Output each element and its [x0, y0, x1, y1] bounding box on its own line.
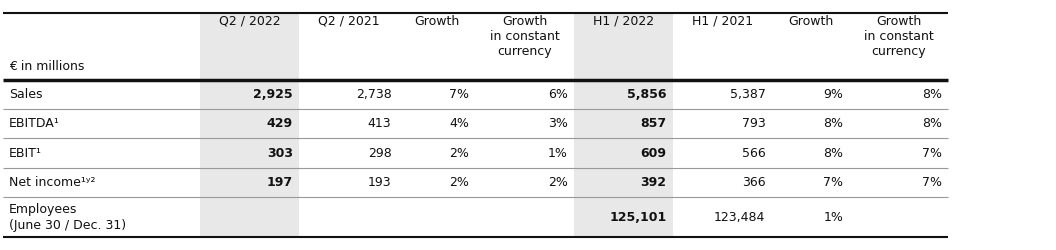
Text: 8%: 8% [823, 118, 843, 130]
Text: EBIT¹: EBIT¹ [10, 146, 42, 160]
Text: Net income¹ʸ²: Net income¹ʸ² [10, 176, 96, 189]
Text: Growth
in constant
currency: Growth in constant currency [490, 15, 560, 58]
Text: 2,925: 2,925 [253, 88, 293, 101]
Text: Growth
in constant
currency: Growth in constant currency [864, 15, 934, 58]
Text: Q2 / 2022: Q2 / 2022 [219, 15, 281, 28]
Text: 2,738: 2,738 [356, 88, 392, 101]
Text: 413: 413 [367, 118, 392, 130]
Text: 303: 303 [267, 146, 293, 160]
Text: 5,387: 5,387 [730, 88, 766, 101]
Text: Growth: Growth [414, 15, 459, 28]
Text: Employees
(June 30 / Dec. 31): Employees (June 30 / Dec. 31) [10, 203, 127, 232]
Text: H1 / 2021: H1 / 2021 [692, 15, 753, 28]
Text: 429: 429 [266, 118, 293, 130]
Text: 1%: 1% [548, 146, 568, 160]
Text: 3%: 3% [548, 118, 568, 130]
Text: Sales: Sales [10, 88, 42, 101]
Text: 8%: 8% [823, 146, 843, 160]
Text: EBITDA¹: EBITDA¹ [10, 118, 60, 130]
Text: 4%: 4% [449, 118, 469, 130]
Text: 5,856: 5,856 [627, 88, 666, 101]
Text: 609: 609 [641, 146, 666, 160]
Text: 298: 298 [367, 146, 392, 160]
Text: 566: 566 [741, 146, 766, 160]
Text: 1%: 1% [824, 211, 843, 224]
Bar [201, 12, 299, 237]
Text: 793: 793 [741, 118, 766, 130]
Text: 7%: 7% [922, 176, 942, 189]
Text: 7%: 7% [823, 176, 843, 189]
Text: 8%: 8% [922, 88, 942, 101]
Text: Q2 / 2021: Q2 / 2021 [318, 15, 379, 28]
Text: 366: 366 [741, 176, 766, 189]
Text: € in millions: € in millions [10, 60, 84, 73]
Text: 8%: 8% [922, 118, 942, 130]
Text: 6%: 6% [548, 88, 568, 101]
Text: 193: 193 [367, 176, 392, 189]
Text: 7%: 7% [922, 146, 942, 160]
Text: 7%: 7% [449, 88, 469, 101]
Text: H1 / 2022: H1 / 2022 [593, 15, 654, 28]
Text: Growth: Growth [788, 15, 833, 28]
Text: 2%: 2% [449, 176, 469, 189]
Text: 2%: 2% [548, 176, 568, 189]
Text: 9%: 9% [824, 88, 843, 101]
Bar [574, 12, 673, 237]
Text: 392: 392 [641, 176, 666, 189]
Text: 123,484: 123,484 [714, 211, 766, 224]
Text: 125,101: 125,101 [609, 211, 666, 224]
Text: 857: 857 [641, 118, 666, 130]
Text: 197: 197 [266, 176, 293, 189]
Text: 2%: 2% [449, 146, 469, 160]
